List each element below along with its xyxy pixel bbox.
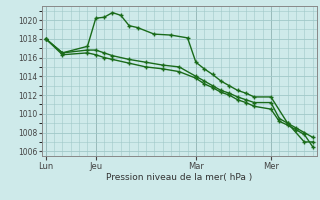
X-axis label: Pression niveau de la mer( hPa ): Pression niveau de la mer( hPa ) bbox=[106, 173, 252, 182]
